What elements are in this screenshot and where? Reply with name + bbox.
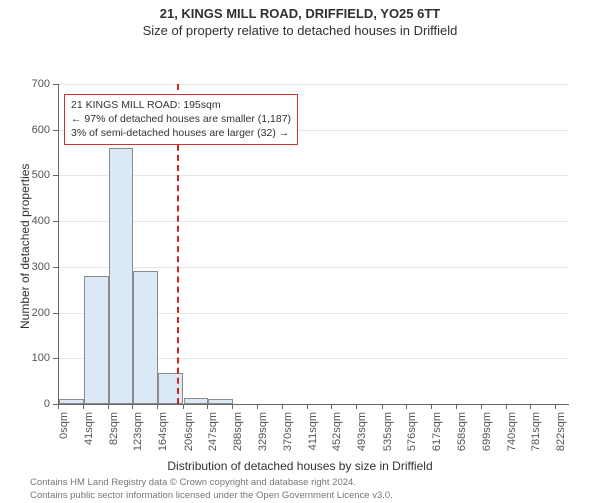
y-tick-label: 600 xyxy=(32,124,50,136)
x-tick xyxy=(232,404,233,409)
histogram-chart: Number of detached properties 0 100 200 300… xyxy=(0,38,600,459)
y-tick-label: 300 xyxy=(32,261,50,273)
x-tick xyxy=(356,404,357,409)
x-tick xyxy=(382,404,383,409)
gridline xyxy=(59,267,569,268)
histogram-bar xyxy=(109,148,134,404)
x-tick-label: 82sqm xyxy=(108,412,120,452)
x-tick-label: 452sqm xyxy=(331,412,343,452)
x-tick-label: 411sqm xyxy=(307,412,319,452)
y-tick xyxy=(53,267,58,268)
y-tick xyxy=(53,221,58,222)
x-tick-label: 0sqm xyxy=(58,412,70,452)
gridline xyxy=(59,175,569,176)
y-tick xyxy=(53,84,58,85)
x-tick-label: 576sqm xyxy=(406,412,418,452)
x-tick-label: 164sqm xyxy=(157,412,169,452)
annotation-line: 3% of semi-detached houses are larger (3… xyxy=(71,126,291,140)
annotation-line: 21 KINGS MILL ROAD: 195sqm xyxy=(71,98,291,112)
x-tick xyxy=(207,404,208,409)
x-tick-label: 247sqm xyxy=(207,412,219,452)
gridline xyxy=(59,221,569,222)
x-tick-label: 41sqm xyxy=(83,412,95,452)
attribution-text: Contains HM Land Registry data © Crown c… xyxy=(0,473,600,503)
x-tick-label: 329sqm xyxy=(257,412,269,452)
y-tick-label: 400 xyxy=(32,215,50,227)
page-title-address: 21, KINGS MILL ROAD, DRIFFIELD, YO25 6TT xyxy=(0,0,600,21)
x-tick xyxy=(282,404,283,409)
x-tick xyxy=(108,404,109,409)
x-tick xyxy=(183,404,184,409)
x-tick-label: 288sqm xyxy=(232,412,244,452)
histogram-bar xyxy=(208,399,233,404)
attribution-line2: Contains public sector information licen… xyxy=(30,490,600,503)
x-tick-label: 658sqm xyxy=(456,412,468,452)
x-tick xyxy=(157,404,158,409)
y-tick xyxy=(53,358,58,359)
histogram-bar xyxy=(184,398,209,404)
x-tick xyxy=(58,404,59,409)
y-tick-label: 0 xyxy=(44,398,50,410)
x-tick-label: 493sqm xyxy=(356,412,368,452)
attribution-line1: Contains HM Land Registry data © Crown c… xyxy=(30,477,600,490)
histogram-bar xyxy=(158,373,183,404)
x-tick xyxy=(83,404,84,409)
x-tick xyxy=(132,404,133,409)
x-tick xyxy=(506,404,507,409)
x-tick xyxy=(257,404,258,409)
y-axis-title: Number of detached properties xyxy=(18,164,32,329)
x-tick xyxy=(431,404,432,409)
x-tick xyxy=(456,404,457,409)
histogram-bar xyxy=(59,399,84,404)
x-tick xyxy=(481,404,482,409)
annotation-line: ← 97% of detached houses are smaller (1,… xyxy=(71,112,291,126)
histogram-bar xyxy=(133,271,158,404)
x-tick-label: 370sqm xyxy=(282,412,294,452)
y-tick xyxy=(53,175,58,176)
x-tick xyxy=(406,404,407,409)
y-tick-label: 100 xyxy=(32,352,50,364)
x-tick-label: 206sqm xyxy=(183,412,195,452)
x-axis-title: Distribution of detached houses by size … xyxy=(0,459,600,473)
y-tick-label: 500 xyxy=(32,169,50,181)
gridline xyxy=(59,84,569,85)
histogram-bar xyxy=(84,276,109,404)
annotation-box: 21 KINGS MILL ROAD: 195sqm← 97% of detac… xyxy=(64,94,298,145)
x-tick-label: 123sqm xyxy=(132,412,144,452)
x-tick xyxy=(530,404,531,409)
x-tick-label: 617sqm xyxy=(431,412,443,452)
x-tick-label: 740sqm xyxy=(506,412,518,452)
x-tick xyxy=(307,404,308,409)
y-tick-label: 700 xyxy=(32,78,50,90)
x-tick-label: 699sqm xyxy=(481,412,493,452)
y-tick xyxy=(53,130,58,131)
x-tick-label: 781sqm xyxy=(530,412,542,452)
y-tick-label: 200 xyxy=(32,307,50,319)
x-tick-label: 822sqm xyxy=(555,412,567,452)
x-tick-label: 535sqm xyxy=(382,412,394,452)
x-tick xyxy=(331,404,332,409)
x-tick xyxy=(555,404,556,409)
y-tick xyxy=(53,313,58,314)
page-subtitle: Size of property relative to detached ho… xyxy=(0,21,600,38)
